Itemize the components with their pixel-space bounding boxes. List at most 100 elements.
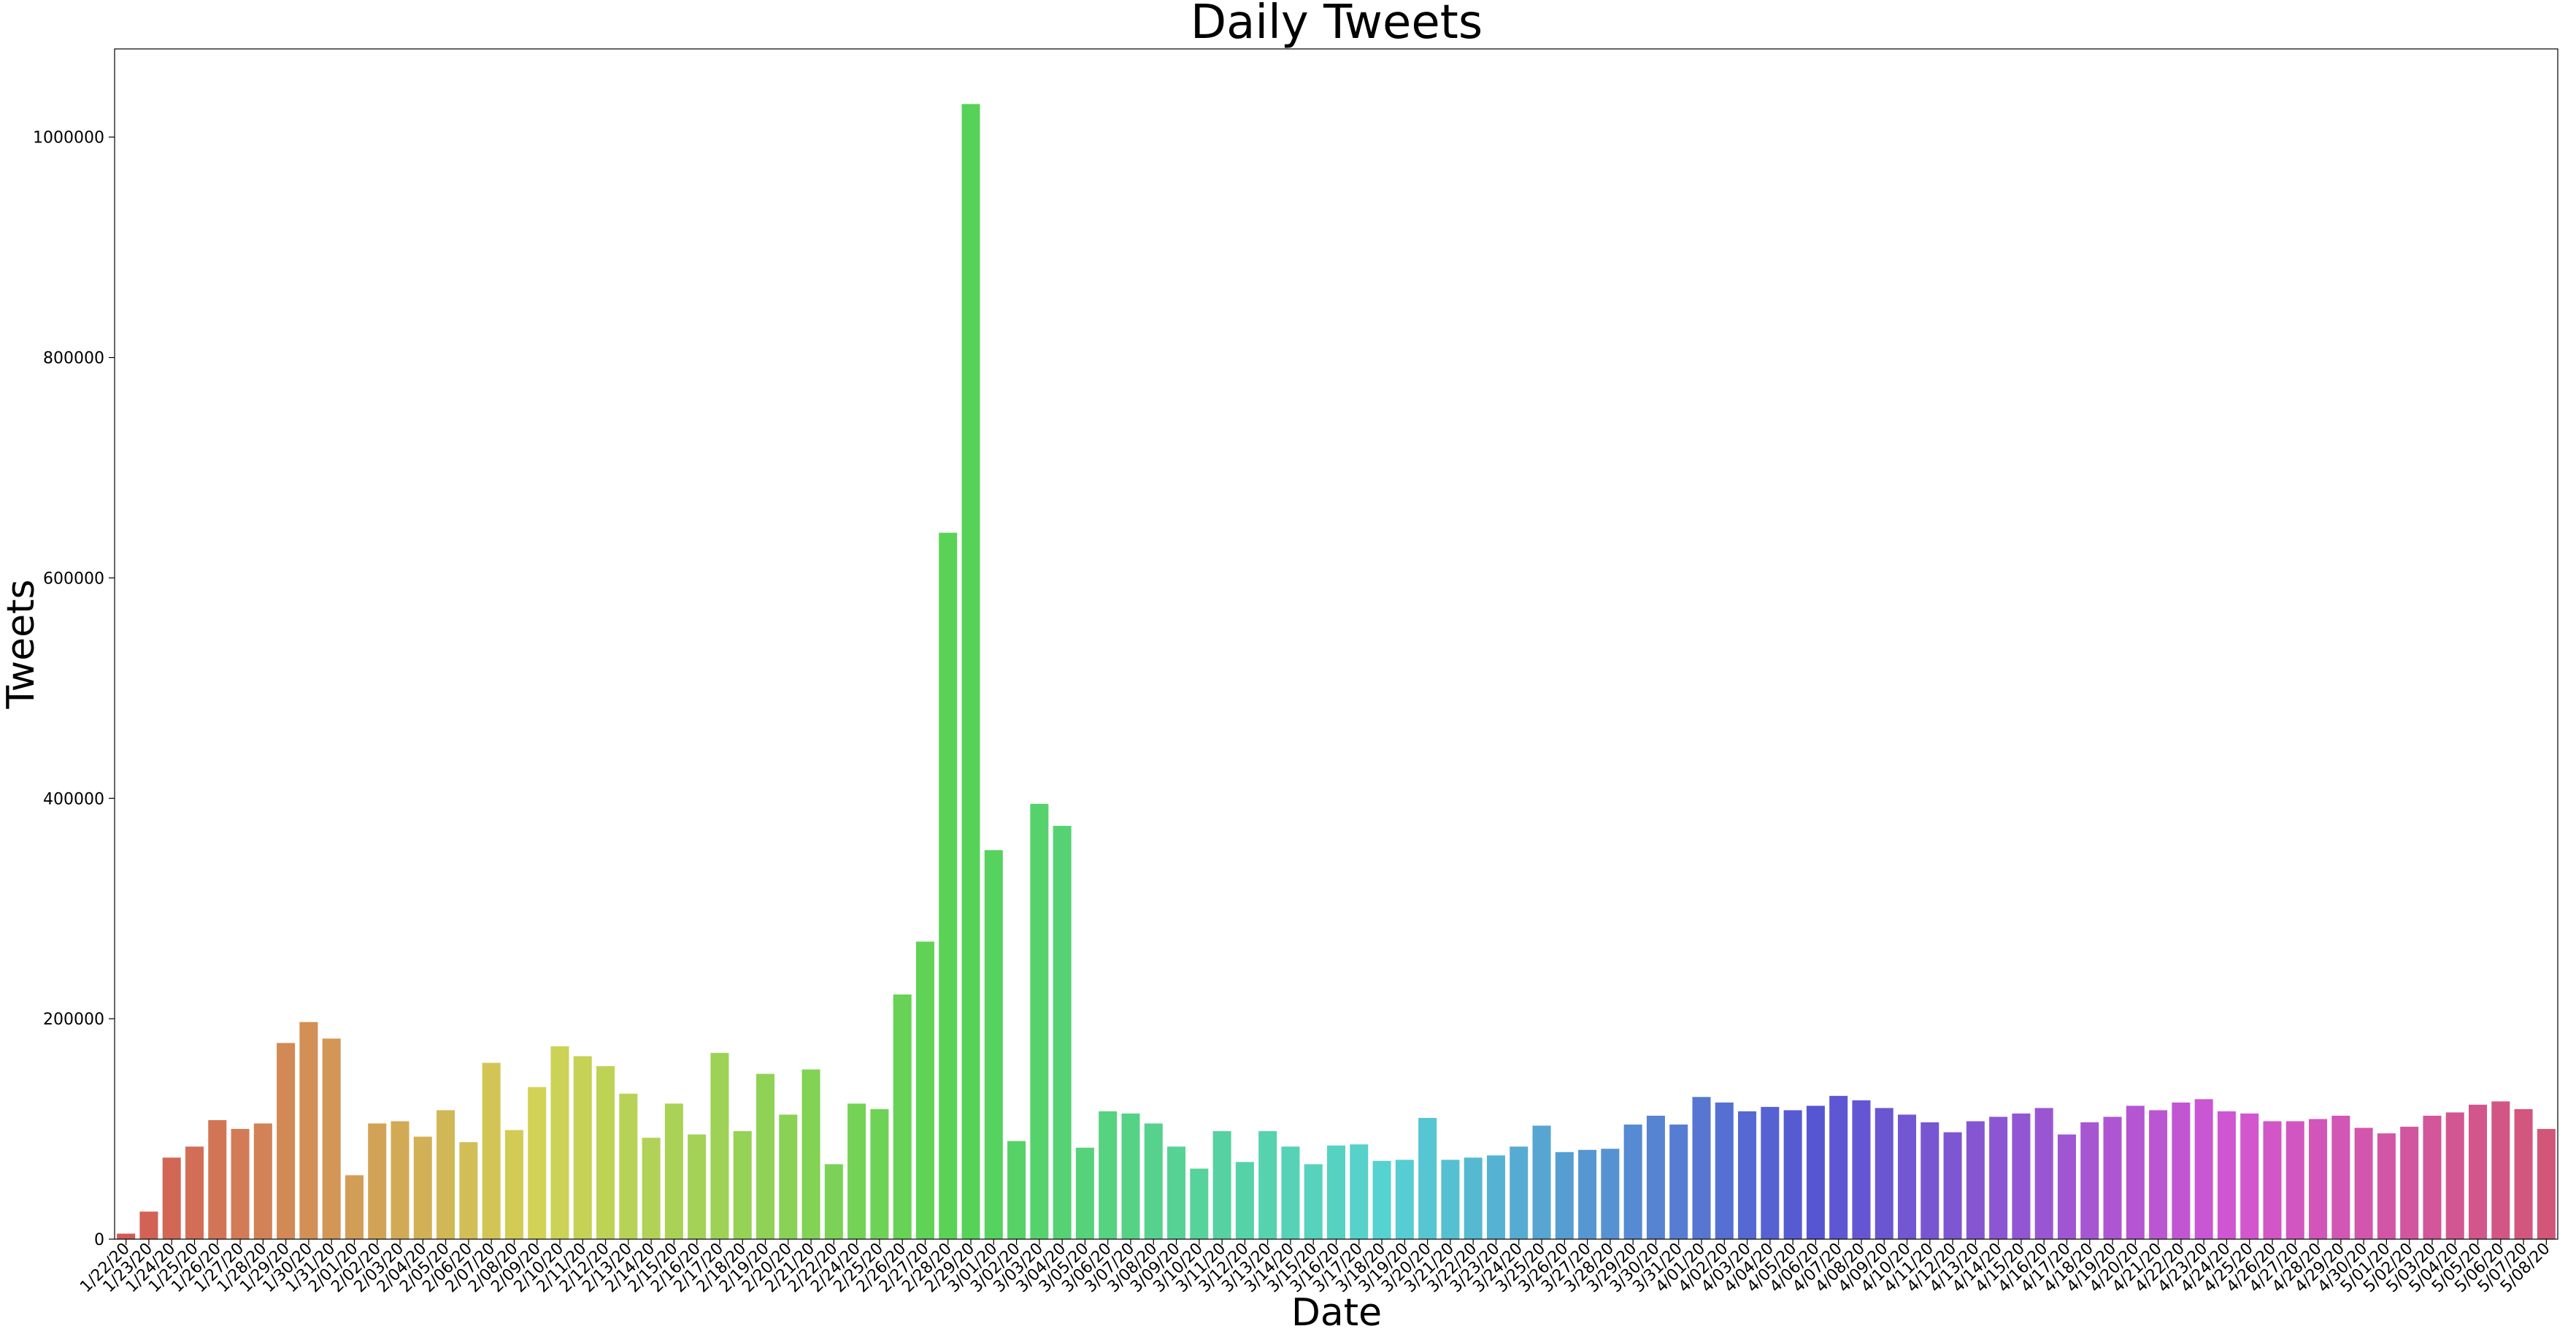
bar-4/03/20 (1738, 1111, 1756, 1239)
bar-4/10/20 (1898, 1114, 1916, 1239)
bar-4/17/20 (2058, 1135, 2076, 1239)
bar-3/18/20 (1373, 1161, 1391, 1239)
bar-4/18/20 (2080, 1122, 2099, 1239)
bar-3/26/20 (1556, 1152, 1574, 1239)
bar-2/26/20 (893, 995, 912, 1239)
bar-1/30/20 (299, 1022, 318, 1239)
bar-2/22/20 (825, 1164, 843, 1239)
bar-2/16/20 (688, 1135, 706, 1239)
bar-2/02/20 (368, 1124, 386, 1239)
bar-4/14/20 (1989, 1116, 2007, 1239)
bar-1/27/20 (231, 1129, 250, 1239)
bar-1/23/20 (139, 1211, 158, 1239)
bar-3/30/20 (1647, 1116, 1665, 1239)
bar-4/26/20 (2263, 1122, 2281, 1239)
bar-2/29/20 (962, 104, 980, 1239)
y-tick-label: 400000 (43, 790, 104, 808)
bar-4/08/20 (1852, 1100, 1870, 1239)
bar-2/06/20 (459, 1142, 477, 1239)
bar-3/10/20 (1190, 1168, 1208, 1239)
bar-3/21/20 (1441, 1160, 1459, 1239)
bar-5/05/20 (2469, 1105, 2487, 1239)
bar-3/03/20 (1030, 804, 1048, 1239)
bar-3/01/20 (985, 850, 1003, 1239)
bar-5/08/20 (2537, 1129, 2556, 1239)
bar-3/14/20 (1281, 1146, 1299, 1239)
bar-3/16/20 (1327, 1146, 1345, 1239)
bar-4/28/20 (2309, 1119, 2327, 1239)
bar-1/29/20 (277, 1043, 295, 1239)
y-tick-label: 0 (94, 1231, 104, 1249)
bar-1/22/20 (117, 1233, 135, 1239)
bar-1/24/20 (163, 1157, 181, 1239)
chart-title: Daily Tweets (1191, 0, 1483, 50)
bar-2/28/20 (939, 533, 957, 1239)
bar-4/16/20 (2035, 1108, 2053, 1239)
bar-5/03/20 (2423, 1116, 2441, 1239)
bar-3/13/20 (1258, 1131, 1277, 1239)
y-tick-label: 600000 (43, 570, 104, 588)
bar-3/08/20 (1145, 1124, 1163, 1239)
bar-3/05/20 (1076, 1148, 1094, 1239)
x-axis: 1/22/201/23/201/24/201/25/201/26/201/27/… (77, 1239, 2553, 1296)
y-axis: 0 200000 400000 600000 800000 1000000 (33, 129, 115, 1249)
bar-4/04/20 (1761, 1107, 1779, 1239)
bar-3/02/20 (1007, 1141, 1026, 1239)
bar-3/17/20 (1350, 1144, 1368, 1239)
bar-4/22/20 (2172, 1103, 2190, 1239)
bar-4/21/20 (2149, 1110, 2167, 1239)
bar-1/25/20 (185, 1146, 204, 1239)
bar-3/25/20 (1533, 1126, 1551, 1239)
bar-2/15/20 (665, 1103, 683, 1239)
bar-3/15/20 (1304, 1164, 1323, 1239)
bar-2/12/20 (596, 1066, 615, 1239)
bar-4/24/20 (2218, 1111, 2236, 1239)
bar-4/09/20 (1875, 1108, 1893, 1239)
bar-2/24/20 (847, 1103, 866, 1239)
bar-2/05/20 (437, 1110, 455, 1239)
bar-2/04/20 (414, 1137, 432, 1239)
bar-4/30/20 (2355, 1128, 2373, 1239)
y-tick-label: 1000000 (33, 129, 104, 148)
bar-4/27/20 (2286, 1122, 2304, 1239)
bar-3/04/20 (1053, 826, 1072, 1239)
bar-4/07/20 (1829, 1096, 1848, 1239)
bar-4/23/20 (2195, 1099, 2213, 1239)
bar-5/04/20 (2446, 1112, 2464, 1239)
bar-2/17/20 (710, 1053, 728, 1239)
bar-5/02/20 (2400, 1127, 2418, 1239)
bar-3/27/20 (1578, 1150, 1596, 1239)
bar-2/20/20 (779, 1114, 797, 1239)
bar-3/11/20 (1213, 1131, 1231, 1239)
y-tick-label: 200000 (43, 1011, 104, 1029)
bar-3/12/20 (1236, 1162, 1254, 1239)
bar-2/18/20 (734, 1131, 752, 1239)
bar-3/28/20 (1601, 1149, 1619, 1239)
bars (117, 104, 2556, 1239)
bar-2/03/20 (391, 1122, 409, 1239)
bar-4/02/20 (1715, 1103, 1734, 1239)
bar-4/01/20 (1692, 1097, 1710, 1239)
bar-2/07/20 (482, 1063, 501, 1239)
bar-3/31/20 (1669, 1125, 1688, 1239)
bar-3/09/20 (1167, 1146, 1185, 1239)
bar-4/06/20 (1807, 1106, 1825, 1239)
bar-2/11/20 (574, 1056, 592, 1239)
bar-4/19/20 (2104, 1116, 2122, 1239)
bar-4/25/20 (2240, 1114, 2258, 1239)
bar-2/10/20 (550, 1046, 569, 1239)
bar-2/25/20 (870, 1109, 888, 1239)
bar-3/06/20 (1099, 1111, 1117, 1239)
bar-4/20/20 (2126, 1106, 2145, 1239)
bar-5/01/20 (2377, 1133, 2396, 1239)
bar-3/24/20 (1510, 1146, 1528, 1239)
y-axis-label: Tweets (0, 579, 43, 709)
bar-2/14/20 (642, 1138, 661, 1239)
x-axis-label: Date (1291, 1291, 1382, 1335)
bar-4/12/20 (1944, 1133, 1962, 1239)
bar-3/29/20 (1624, 1125, 1642, 1239)
bar-3/23/20 (1487, 1155, 1505, 1239)
bar-4/11/20 (1921, 1122, 1939, 1239)
bar-1/31/20 (323, 1038, 341, 1239)
bar-2/13/20 (619, 1094, 637, 1239)
